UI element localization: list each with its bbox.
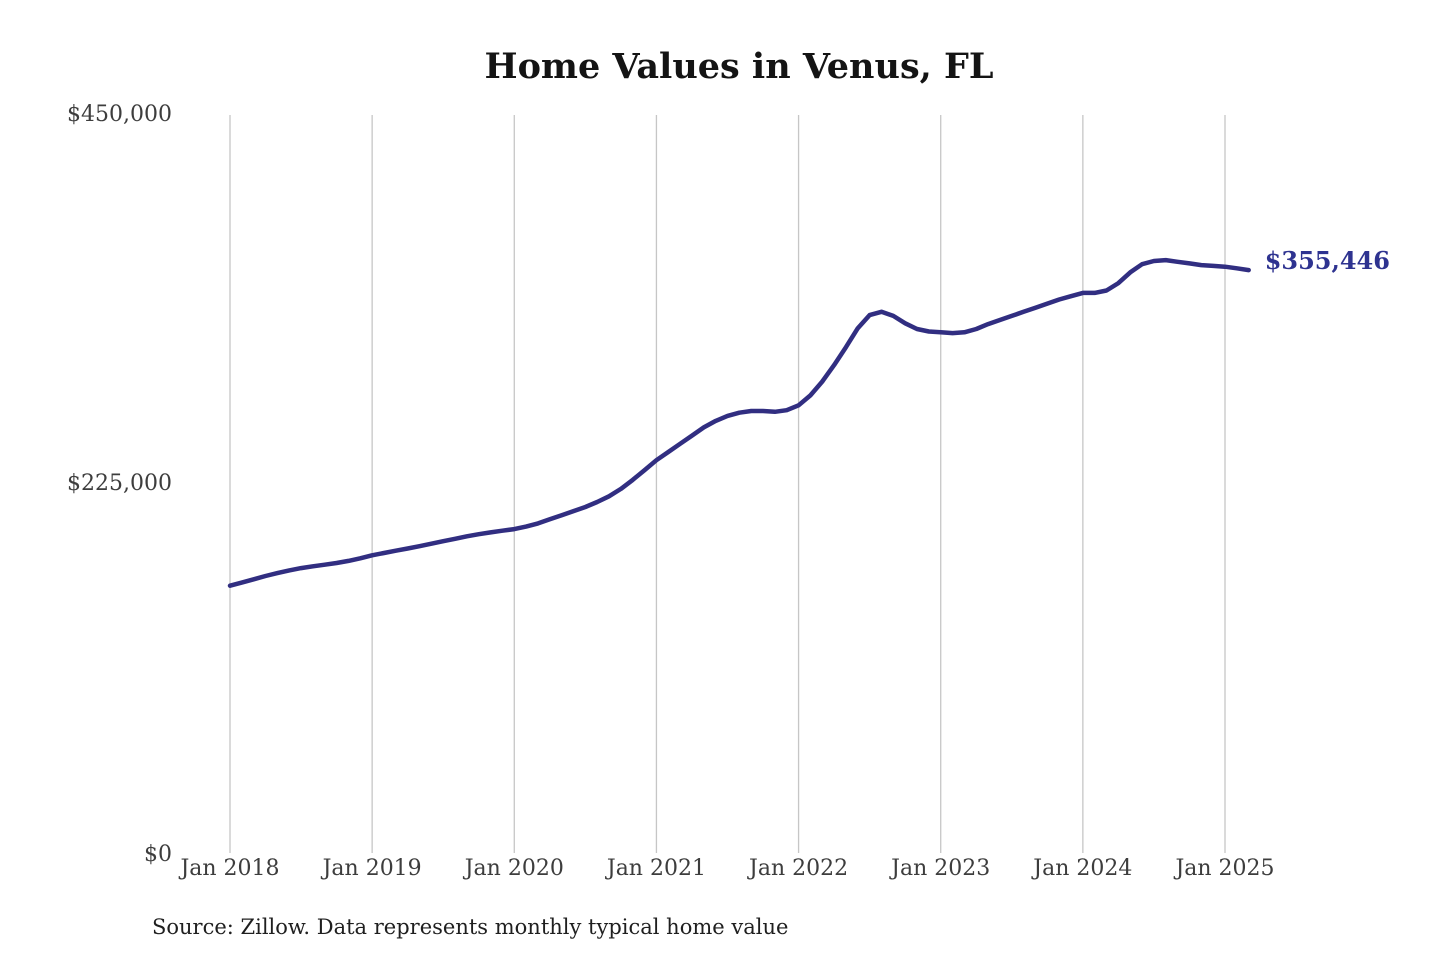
series-end-value-label: $355,446	[1264, 246, 1390, 276]
x-axis-tick-label: Jan 2023	[891, 856, 991, 881]
y-axis-tick-label: $225,000	[67, 471, 172, 496]
x-axis-tick-label: Jan 2025	[1175, 856, 1275, 881]
home-value-line-series	[227, 257, 1251, 588]
x-axis-tick-label: Jan 2018	[180, 856, 280, 881]
x-axis-tick-label: Jan 2022	[749, 856, 849, 881]
x-axis-tick-label: Jan 2021	[606, 856, 706, 881]
y-axis-tick-label: $450,000	[67, 102, 172, 127]
x-axis-tick-label: Jan 2024	[1033, 856, 1133, 881]
gridlines-group	[229, 115, 1226, 853]
x-axis-tick-label: Jan 2019	[322, 856, 422, 881]
y-axis-tick-label: $0	[144, 842, 172, 867]
source-note: Source: Zillow. Data represents monthly …	[152, 915, 789, 939]
x-axis-tick-label: Jan 2020	[464, 856, 564, 881]
chart-title: Home Values in Venus, FL	[484, 46, 994, 87]
